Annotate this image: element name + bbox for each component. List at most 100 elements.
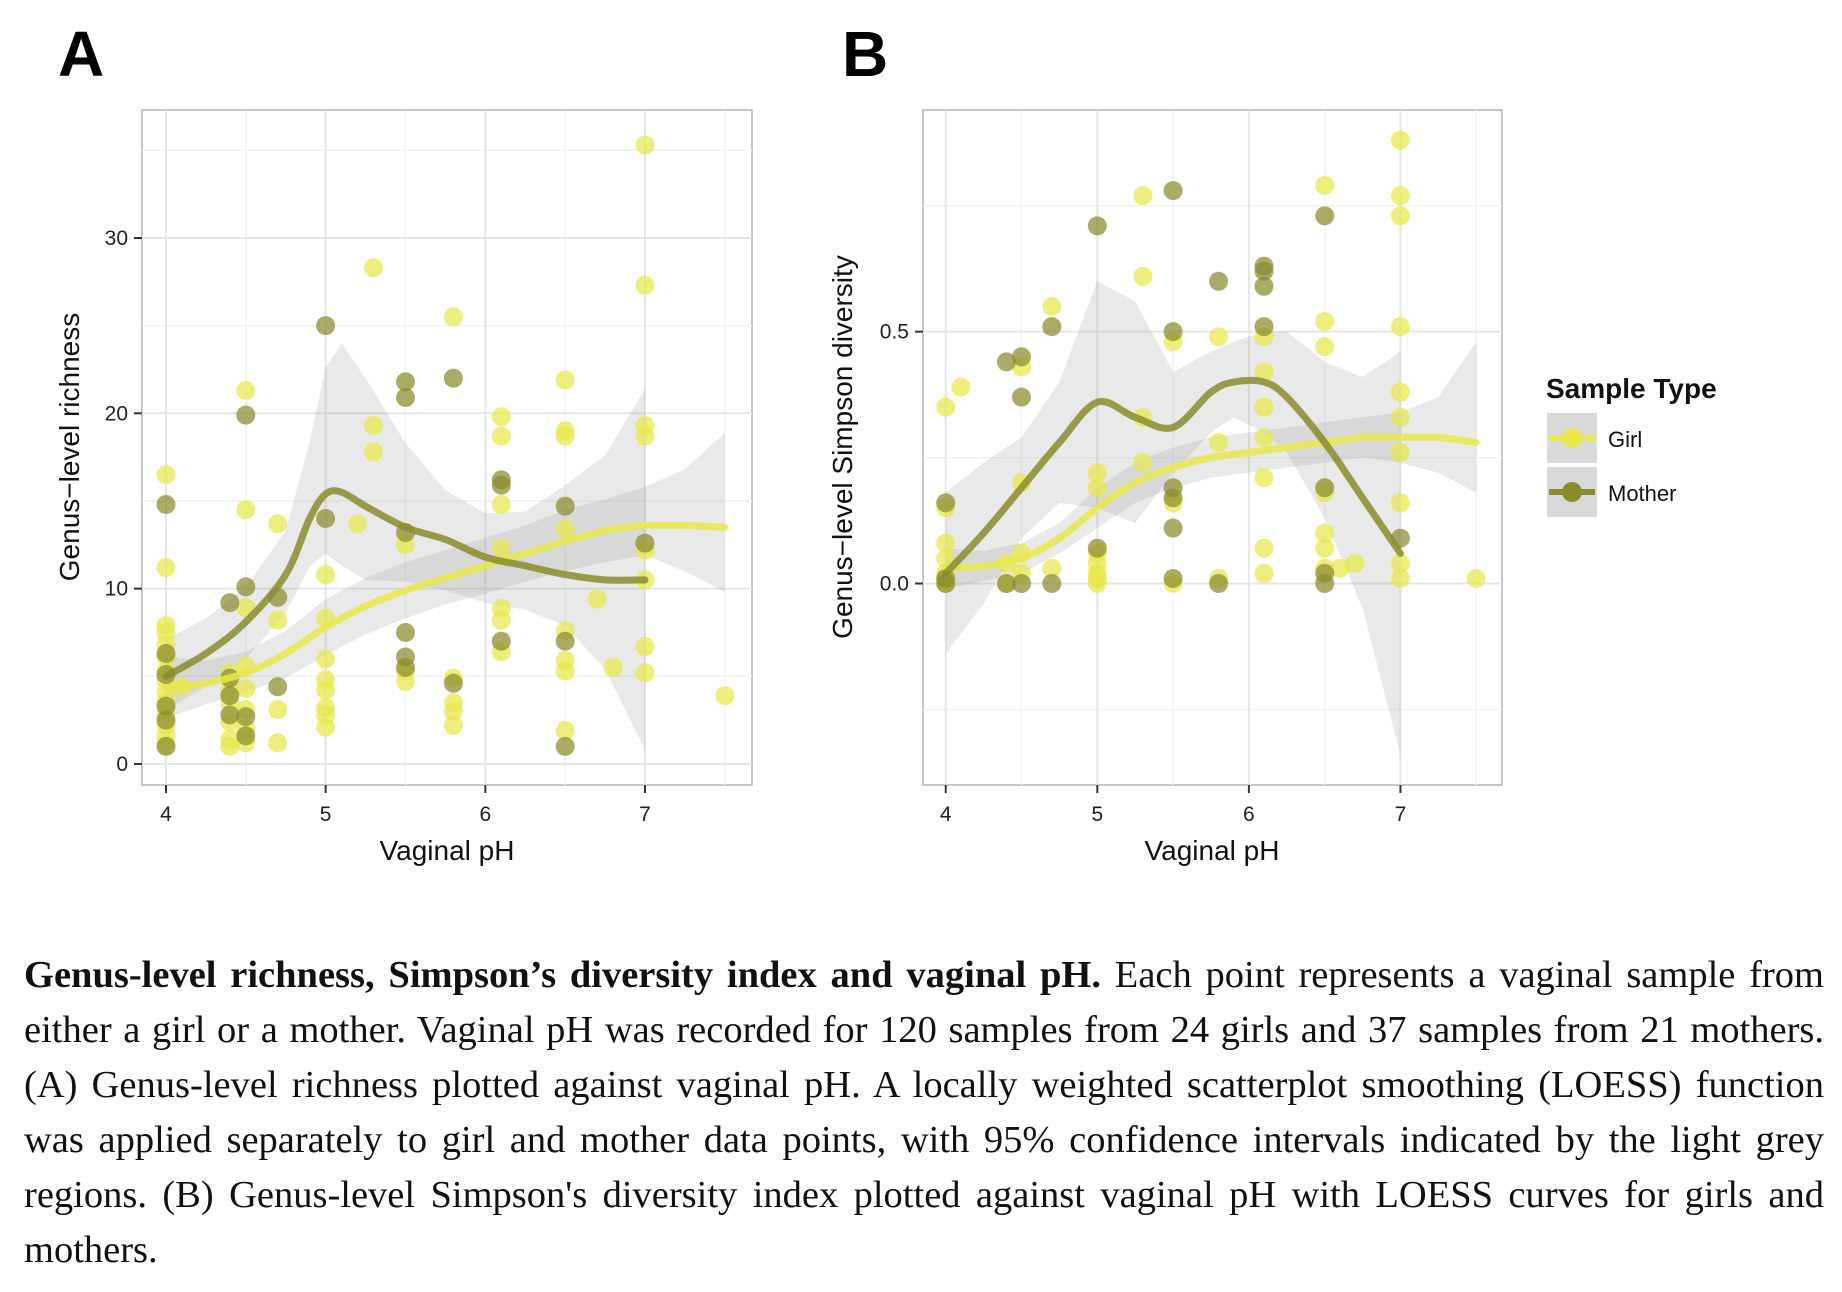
panel-b-point-mother — [1012, 387, 1031, 407]
panel-b-point-mother — [996, 352, 1016, 372]
legend-label-mother: Mother — [1608, 481, 1676, 506]
panel-a-point-mother — [156, 644, 176, 663]
panel-a-chart: 4 5 6 7 0 10 20 30 Vaginal pH Genus−level richn… — [54, 109, 753, 866]
panel-a-point-girl — [443, 307, 463, 327]
panel-b-point-mother — [1254, 261, 1274, 281]
panel-a-point-mother — [316, 509, 336, 528]
panel-a-point-mother — [156, 736, 176, 756]
panel-b-y-axis-title: Genus−level Simpson diversity — [827, 255, 858, 639]
panel-b-point-girl — [1087, 574, 1107, 593]
panel-b-point-girl — [1209, 433, 1229, 452]
panel-a-point-girl — [316, 649, 336, 669]
panel-a-point-mother — [555, 736, 575, 756]
panel-b-point-girl — [936, 397, 956, 417]
panel-b-point-girl — [1390, 186, 1410, 206]
panel-a-point-mother — [220, 686, 240, 706]
panel-a-point-girl — [364, 416, 383, 436]
panel-b-point-girl — [1466, 569, 1486, 588]
panel-a-point-mother — [316, 316, 336, 336]
panel-a-point-girl — [268, 514, 288, 534]
panel-a-points — [156, 135, 735, 756]
panel-a-point-mother — [491, 475, 511, 495]
panel-b-point-mother — [1163, 569, 1183, 588]
panel-b-point-mother — [1315, 574, 1335, 593]
panel-b-point-mother — [1012, 574, 1031, 593]
panel-a-point-girl — [220, 736, 240, 756]
panel-a-loess-line-girl — [162, 521, 729, 693]
panel-a-y-tick-label: 0 — [116, 753, 128, 776]
panel-b-x-tick-label: 4 — [940, 803, 952, 826]
panel-a-point-girl — [491, 538, 511, 558]
panel-b-point-girl — [1345, 553, 1365, 573]
panel-b-point-girl — [1390, 206, 1410, 226]
panel-b-point-mother — [936, 493, 956, 513]
panel-b-y-tick-label: 0.5 — [880, 321, 909, 344]
panel-a-point-mother — [443, 673, 463, 693]
panel-a-point-girl — [635, 275, 655, 295]
panel-a-point-girl — [555, 519, 575, 539]
panel-a-point-mother — [220, 705, 240, 725]
panel-a-point-mother — [236, 726, 256, 746]
panel-a-point-girl — [316, 680, 336, 700]
panel-b-point-mother — [1042, 317, 1062, 337]
panel-b-point-girl — [1390, 493, 1410, 513]
panel-a-point-girl — [396, 672, 415, 692]
panel-b-point-girl — [1087, 463, 1107, 483]
panel-b-point-mother — [1087, 216, 1107, 236]
panel-b-point-girl — [1315, 337, 1335, 357]
panel-b-axes: 4 5 6 7 0.0 0.5 — [880, 321, 1406, 826]
panel-b-point-girl — [1042, 297, 1062, 316]
legend-item-girl: Girl — [1545, 411, 1642, 465]
panel-b-point-mother — [936, 574, 956, 593]
panel-b-point-girl — [1315, 523, 1335, 543]
panel-b-point-mother — [1209, 574, 1229, 593]
panel-b-point-girl — [1390, 553, 1410, 573]
panel-b-x-tick-label: 5 — [1091, 803, 1103, 826]
caption-title: Genus-level richness, Simpson’s diversit… — [24, 954, 1102, 996]
panel-a-point-girl — [236, 500, 256, 520]
panel-a-point-mother — [555, 496, 575, 516]
panel-b-point-mother — [1012, 347, 1031, 367]
panel-a-y-tick-label: 30 — [105, 227, 128, 250]
panel-a-loess-lines — [162, 487, 729, 693]
panel-b-point-girl — [1254, 362, 1274, 382]
panel-b-loess-line-mother — [942, 376, 1404, 577]
panel-a-point-girl — [156, 558, 176, 578]
panel-a-point-mother — [236, 577, 256, 597]
panel-a-point-mother — [555, 631, 575, 651]
panel-a-point-girl — [364, 258, 383, 278]
panel-a-point-mother — [156, 710, 176, 730]
panel-a-y-tick-label: 10 — [105, 578, 128, 601]
panel-b-point-mother — [1087, 538, 1107, 558]
panel-a-point-mother — [491, 631, 511, 651]
panel-a-x-tick-label: 5 — [320, 803, 332, 826]
panel-a-point-girl — [555, 721, 575, 741]
panel-b-chart: 4 5 6 7 0.0 0.5 Vaginal pH Genus−level Simpso… — [827, 109, 1503, 866]
panel-a-point-girl — [555, 370, 575, 390]
panel-a-point-girl — [268, 610, 288, 630]
panel-b-point-girl — [1087, 478, 1107, 498]
panel-b-x-axis-title: Vaginal pH — [1145, 835, 1280, 866]
legend-label-girl: Girl — [1608, 427, 1642, 452]
panel-a-point-girl — [236, 679, 256, 699]
panel-a-point-girl — [443, 715, 463, 735]
panel-b-point-mother — [996, 574, 1016, 593]
panel-a-point-girl — [491, 407, 511, 427]
panel-b-point-girl — [1254, 468, 1274, 488]
panel-a-point-girl — [587, 589, 607, 609]
panel-b-point-girl — [1254, 563, 1274, 583]
panel-a-x-tick-label: 6 — [479, 803, 491, 826]
panel-b-point-girl — [1254, 538, 1274, 558]
panel-b-x-tick-label: 6 — [1243, 803, 1255, 826]
panel-b-y-tick-label: 0.0 — [880, 573, 909, 596]
panel-b-point-girl — [1315, 176, 1335, 196]
panel-a-point-mother — [220, 593, 240, 613]
panel-a-point-girl — [268, 733, 288, 753]
panel-b-point-girl — [936, 548, 956, 568]
panel-a-point-mother — [156, 696, 176, 716]
panel-a-label: A — [58, 18, 104, 90]
panel-b-loess-line-girl — [942, 433, 1480, 572]
panel-a-point-girl — [491, 495, 511, 514]
figure-canvas: A 4 5 6 7 0 10 20 30 Vaginal pH Genus−level ric… — [54, 18, 1717, 866]
panel-b-point-girl — [1390, 317, 1410, 337]
